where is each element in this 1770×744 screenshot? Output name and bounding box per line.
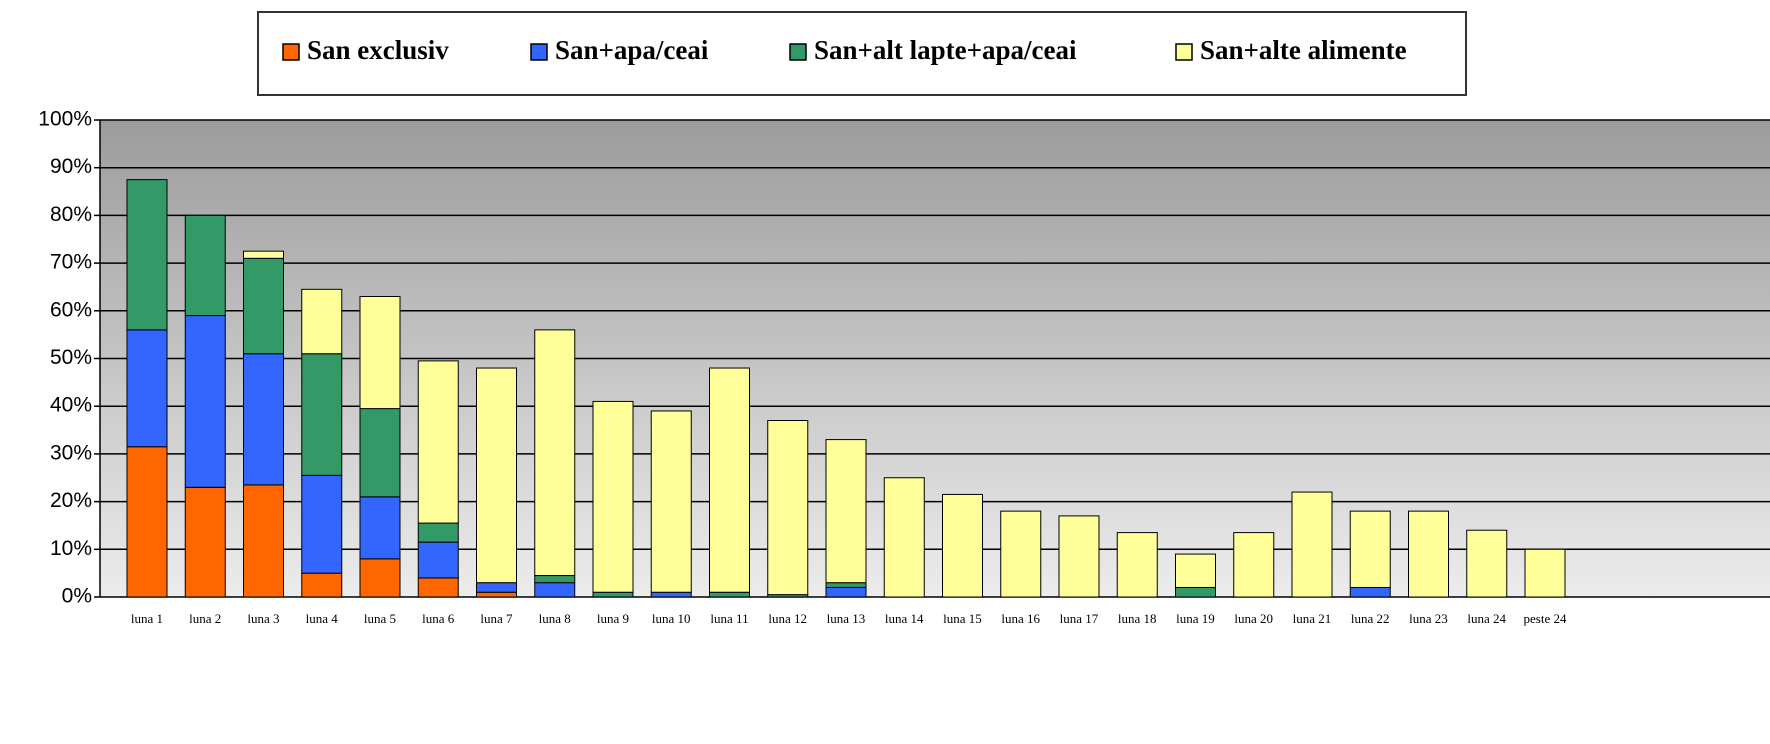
legend-swatch xyxy=(789,43,807,61)
legend-swatch xyxy=(282,43,300,61)
bar-segment xyxy=(534,582,576,598)
x-tick-label: luna 12 xyxy=(768,611,807,626)
bar-segment xyxy=(417,522,459,543)
bar-segment xyxy=(301,288,343,355)
legend-label: San+alt lapte+apa/ceai xyxy=(814,35,1077,65)
bar-segment xyxy=(767,420,809,596)
bar-segment xyxy=(1175,553,1216,588)
bar-segment xyxy=(592,400,634,593)
x-tick-label: luna 3 xyxy=(247,611,279,626)
x-tick-label: luna 15 xyxy=(943,611,982,626)
x-tick-label: luna 19 xyxy=(1176,611,1215,626)
y-tick-label: 80% xyxy=(50,203,92,226)
y-tick-label: 70% xyxy=(50,251,92,274)
bar-segment xyxy=(650,410,692,593)
bar-segment xyxy=(1175,586,1216,598)
legend-swatch xyxy=(1175,43,1193,61)
bar-segment xyxy=(476,367,517,584)
x-tick-label: luna 20 xyxy=(1234,611,1273,626)
y-tick-label: 0% xyxy=(62,585,92,608)
y-tick-label: 90% xyxy=(50,155,92,178)
bar-segment xyxy=(825,439,867,584)
bar-segment xyxy=(534,329,576,577)
x-tick-label: luna 24 xyxy=(1467,611,1506,626)
bar-segment xyxy=(126,329,168,448)
bar-segment xyxy=(301,572,343,598)
x-tick-label: luna 2 xyxy=(189,611,221,626)
bar-segment xyxy=(1349,586,1391,598)
bar-segment xyxy=(709,591,750,598)
x-tick-label: luna 5 xyxy=(364,611,396,626)
y-tick-label: 60% xyxy=(50,298,92,321)
bar-segment xyxy=(417,541,459,579)
x-tick-label: luna 23 xyxy=(1409,611,1448,626)
bar-segment xyxy=(825,586,867,598)
y-tick-label: 100% xyxy=(38,108,92,131)
bar-segment xyxy=(825,582,867,588)
bar-segment xyxy=(942,493,983,598)
bar-segment xyxy=(184,214,226,317)
x-tick-label: peste 24 xyxy=(1524,611,1567,626)
x-tick-label: luna 16 xyxy=(1001,611,1040,626)
bar-segment xyxy=(1116,532,1158,598)
bar-segment xyxy=(359,496,401,560)
x-tick-label: luna 8 xyxy=(539,611,571,626)
x-tick-label: luna 6 xyxy=(422,611,455,626)
bar-segment xyxy=(359,295,401,410)
bar-segment xyxy=(476,591,517,598)
x-tick-label: luna 7 xyxy=(480,611,513,626)
bar-segment xyxy=(1058,515,1100,598)
bar-segment xyxy=(243,353,284,486)
legend-box xyxy=(257,11,1467,96)
y-tick-label: 40% xyxy=(50,394,92,417)
x-tick-label: luna 13 xyxy=(827,611,866,626)
legend-label: San exclusiv xyxy=(307,35,449,65)
bar-segment xyxy=(1233,532,1275,598)
bar-segment xyxy=(301,474,343,574)
bar-segment xyxy=(592,591,634,598)
bar-segment xyxy=(650,591,692,598)
bar-segment xyxy=(184,315,226,488)
bar-segment xyxy=(1408,510,1449,598)
x-tick-label: luna 10 xyxy=(652,611,691,626)
bar-segment xyxy=(417,577,459,598)
bar-segment xyxy=(243,250,284,259)
x-tick-label: luna 17 xyxy=(1060,611,1099,626)
y-tick-label: 50% xyxy=(50,346,92,369)
x-tick-label: luna 9 xyxy=(597,611,629,626)
bar-segment xyxy=(1291,491,1333,598)
bar-segment xyxy=(1000,510,1042,598)
x-tick-label: luna 4 xyxy=(306,611,339,626)
legend-label: San+alte alimente xyxy=(1200,35,1407,65)
x-tick-label: luna 11 xyxy=(710,611,748,626)
bar-segment xyxy=(1466,529,1508,598)
bar-segment xyxy=(359,558,401,598)
y-tick-label: 20% xyxy=(50,489,92,512)
bar-segment xyxy=(243,484,284,598)
bar-segment xyxy=(883,477,925,598)
bar-segment xyxy=(534,575,576,584)
x-tick-label: luna 22 xyxy=(1351,611,1390,626)
bar-segment xyxy=(1349,510,1391,588)
bar-segment xyxy=(1524,548,1566,598)
bar-segment xyxy=(126,179,168,331)
bar-segment xyxy=(126,446,168,598)
bar-segment xyxy=(243,257,284,355)
bar-segment xyxy=(359,408,401,498)
bar-segment xyxy=(476,582,517,593)
x-tick-label: luna 14 xyxy=(885,611,924,626)
x-tick-label: luna 1 xyxy=(131,611,163,626)
bar-segment xyxy=(709,367,750,593)
y-tick-label: 30% xyxy=(50,441,92,464)
bar-segment xyxy=(301,353,343,476)
y-tick-label: 10% xyxy=(50,537,92,560)
legend-swatch xyxy=(530,43,548,61)
bar-segment xyxy=(184,486,226,598)
x-tick-label: luna 21 xyxy=(1293,611,1332,626)
bar-segment xyxy=(417,360,459,524)
x-tick-label: luna 18 xyxy=(1118,611,1157,626)
legend-label: San+apa/ceai xyxy=(555,35,709,65)
